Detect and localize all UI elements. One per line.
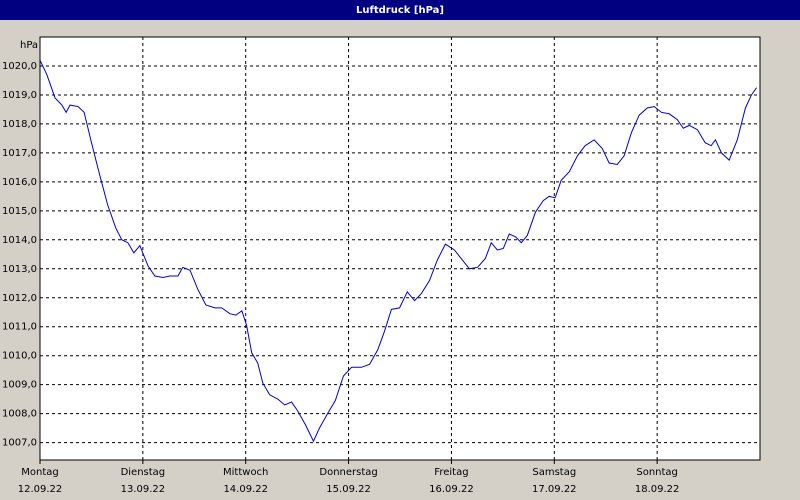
x-tick-label: Dienstag [121,467,166,478]
x-tick-date: 14.09.22 [223,484,268,495]
x-tick-label: Samstag [532,467,576,478]
x-tick-label: Montag [21,467,58,478]
y-tick-label: 1013,0 [2,264,37,275]
y-tick-label: 1008,0 [2,409,37,420]
y-tick-label: 1011,0 [2,322,37,333]
y-tick-label: 1014,0 [2,235,37,246]
y-tick-label: 1020,0 [2,61,37,72]
y-tick-label: 1016,0 [2,177,37,188]
x-tick-label: Freitag [434,467,468,478]
y-tick-label: 1015,0 [2,206,37,217]
plot-area [40,37,760,460]
y-tick-label: 1010,0 [2,351,37,362]
x-tick-label: Sonntag [636,467,678,478]
y-tick-label: 1019,0 [2,90,37,101]
y-axis-label: hPa [20,40,38,51]
y-tick-label: 1012,0 [2,293,37,304]
x-tick-date: 16.09.22 [429,484,474,495]
y-tick-label: 1009,0 [2,380,37,391]
data-line [39,59,757,443]
title-bar [0,0,800,20]
y-tick-label: 1017,0 [2,148,37,159]
x-tick-label: Donnerstag [319,467,377,478]
plot-border [39,36,761,461]
x-tick-label: Mittwoch [223,467,268,478]
y-tick-label: 1007,0 [2,438,37,449]
x-tick-date: 18.09.22 [635,484,680,495]
y-tick-label: 1018,0 [2,119,37,130]
x-tick-date: 17.09.22 [532,484,577,495]
x-tick-date: 15.09.22 [326,484,371,495]
x-tick-date: 13.09.22 [121,484,166,495]
chart-title: Luftdruck [hPa] [356,5,444,16]
x-tick-date: 12.09.22 [18,484,63,495]
